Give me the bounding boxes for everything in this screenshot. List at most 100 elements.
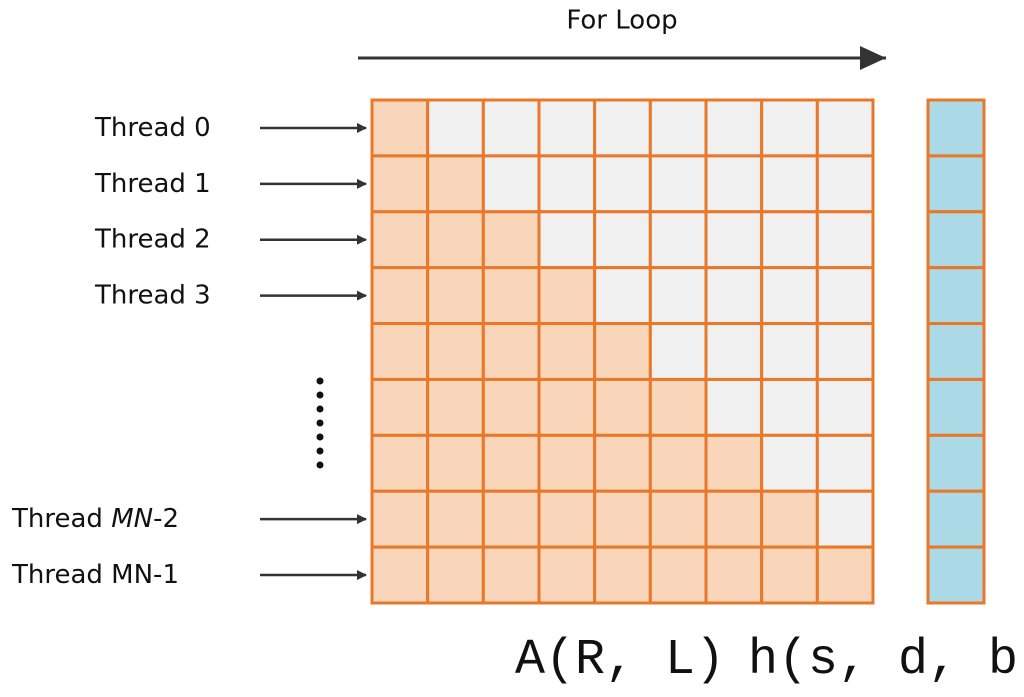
thread-label-part: Thread 1 <box>94 168 211 198</box>
matrix-cell <box>593 154 652 214</box>
matrix-cell <box>815 545 875 605</box>
matrix-cell <box>760 98 819 158</box>
matrix-label: A(R, L) <box>515 632 725 689</box>
matrix-cell <box>704 377 764 437</box>
matrix-cell <box>370 377 430 437</box>
vector-cell <box>926 266 986 326</box>
thread-label-part: Thread <box>11 504 111 534</box>
matrix-cell <box>481 154 541 214</box>
matrix-cell <box>537 545 597 605</box>
matrix-cell <box>648 98 708 158</box>
matrix-cell <box>537 322 597 381</box>
matrix <box>370 98 986 605</box>
matrix-cell <box>760 545 819 605</box>
vector-cell <box>926 98 986 158</box>
matrix-cell <box>481 322 541 381</box>
matrix-cell <box>426 433 485 493</box>
matrix-cell <box>648 266 708 326</box>
vector-cell <box>926 489 986 549</box>
matrix-cell <box>481 545 541 605</box>
thread-label: Thread 3 <box>94 280 211 310</box>
matrix-cell <box>815 266 875 326</box>
matrix-cell <box>704 98 764 158</box>
thread-label: Thread MN-1 <box>11 560 179 590</box>
matrix-cell <box>370 154 430 214</box>
matrix-cell <box>648 210 708 270</box>
matrix-cell <box>815 433 875 493</box>
matrix-cell <box>760 377 819 437</box>
thread-label: Thread 0 <box>94 112 211 142</box>
matrix-cell <box>370 489 430 549</box>
vector-cell <box>926 545 986 605</box>
matrix-cell <box>481 377 541 437</box>
matrix-cell <box>426 154 485 214</box>
matrix-cell <box>537 266 597 326</box>
matrix-cell <box>426 322 485 381</box>
matrix-cell <box>815 98 875 158</box>
matrix-cell <box>593 377 652 437</box>
matrix-cell <box>481 210 541 270</box>
vector-cell <box>926 210 986 270</box>
thread-label-part: MN <box>111 504 153 534</box>
matrix-cell <box>370 210 430 270</box>
thread-label-part: Thread 3 <box>94 280 211 310</box>
loop-label: For Loop <box>566 6 677 36</box>
matrix-cell <box>815 377 875 437</box>
matrix-cell <box>426 98 485 158</box>
matrix-cell <box>593 433 652 493</box>
thread-label-part: Thread 0 <box>94 112 211 142</box>
matrix-cell <box>426 545 485 605</box>
matrix-cell <box>370 266 430 326</box>
matrix-cell <box>593 266 652 326</box>
matrix-cell <box>537 489 597 549</box>
matrix-cell <box>704 489 764 549</box>
matrix-cell <box>426 489 485 549</box>
matrix-cell <box>815 210 875 270</box>
thread-label: Thread MN-2 <box>11 504 179 534</box>
matrix-cell <box>648 377 708 437</box>
thread-label: Thread 2 <box>94 224 211 254</box>
matrix-cell <box>648 322 708 381</box>
thread-label: Thread 1 <box>94 168 211 198</box>
matrix-cell <box>704 433 764 493</box>
vector-cell <box>926 154 986 214</box>
matrix-cell <box>648 489 708 549</box>
matrix-cell <box>481 266 541 326</box>
matrix-cell <box>815 322 875 381</box>
vector-label: h(s, d, b) <box>748 632 1024 689</box>
matrix-cell <box>593 489 652 549</box>
matrix-cell <box>760 433 819 493</box>
matrix-cell <box>815 154 875 214</box>
matrix-cell <box>537 98 597 158</box>
matrix-cell <box>593 210 652 270</box>
matrix-cell <box>370 433 430 493</box>
matrix-cell <box>593 322 652 381</box>
matrix-cell <box>370 98 430 158</box>
matrix-cell <box>370 545 430 605</box>
matrix-cell <box>704 322 764 381</box>
thread-labels: Thread 0 Thread 1 Thread 2 Thread 3 Thread M… <box>11 112 367 590</box>
matrix-cell <box>370 322 430 381</box>
matrix-cell <box>760 489 819 549</box>
matrix-cell <box>648 545 708 605</box>
matrix-cell <box>426 266 485 326</box>
matrix-cell <box>481 433 541 493</box>
matrix-cell <box>760 266 819 326</box>
matrix-cell <box>704 210 764 270</box>
matrix-cell <box>704 545 764 605</box>
matrix-cell <box>537 210 597 270</box>
matrix-cell <box>593 98 652 158</box>
matrix-cell <box>648 433 708 493</box>
thread-label-part: -2 <box>153 504 179 534</box>
vector-cell <box>926 433 986 493</box>
matrix-cell <box>704 266 764 326</box>
matrix-cell <box>481 98 541 158</box>
thread-label-part: Thread MN-1 <box>11 560 179 590</box>
matrix-cell <box>648 154 708 214</box>
vector-cell <box>926 322 986 381</box>
matrix-cell <box>537 377 597 437</box>
ellipsis <box>316 377 324 469</box>
matrix-cell <box>426 377 485 437</box>
matrix-cell <box>760 154 819 214</box>
